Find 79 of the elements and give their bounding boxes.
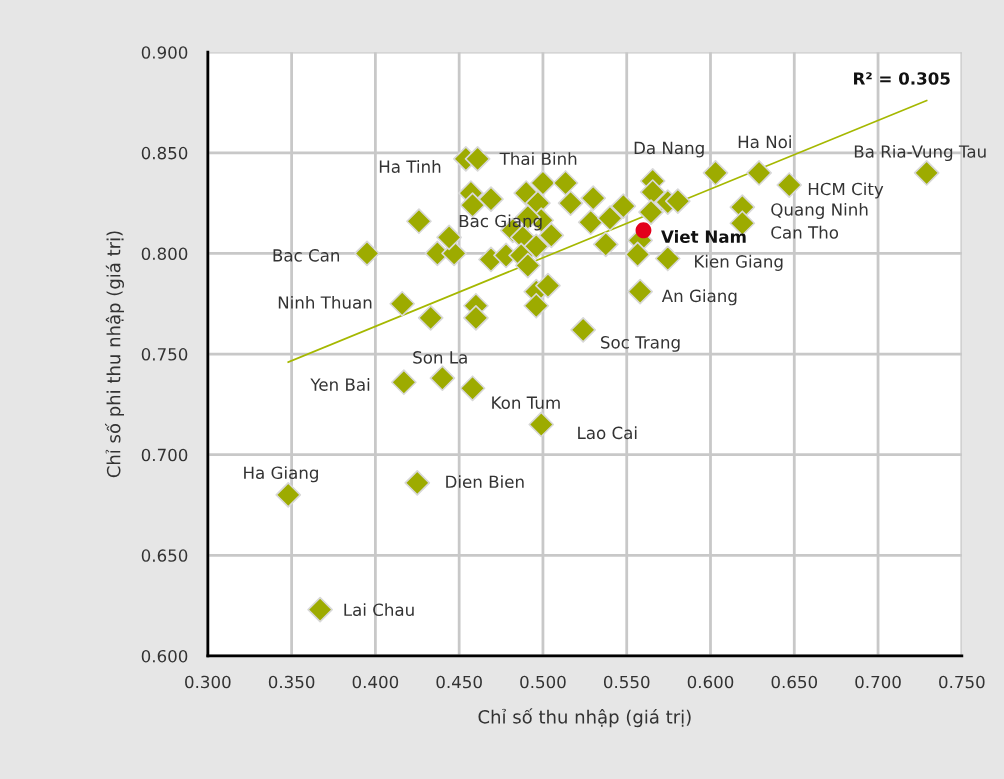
x-tick-label: 0.400: [352, 675, 399, 689]
annotation: Da Nang: [634, 141, 704, 158]
point: [530, 170, 556, 196]
y-tick-label: 0.600: [141, 649, 188, 663]
annotation: Bac Can: [273, 249, 340, 262]
annotation: Ninh Thuan: [278, 295, 372, 309]
x-axis-title: Chỉ số thu nhập (giá trị): [478, 708, 691, 728]
point: [577, 209, 604, 236]
x-tick-label: 0.500: [520, 675, 566, 689]
point: [635, 222, 652, 239]
point: [592, 231, 619, 258]
y-tick-label: 0.650: [141, 549, 188, 562]
x-tick-label: 0.750: [939, 675, 985, 689]
point: [429, 365, 456, 392]
y-tick-label: 0.750: [141, 348, 188, 361]
point: [514, 252, 541, 279]
annotation: HCM City: [808, 182, 884, 199]
annotation: Yen Bai: [310, 377, 370, 391]
point: [523, 233, 550, 260]
point: [552, 170, 579, 196]
point: [463, 304, 489, 331]
point: [478, 186, 504, 212]
annotation: Can Tho: [771, 225, 839, 239]
y-axis-title: Chỉ số phi thu nhập (giá trị): [104, 231, 124, 478]
point: [570, 317, 597, 343]
annotation: Ha Tinh: [379, 160, 441, 173]
annotation: Bac Giang: [459, 214, 542, 231]
point: [528, 411, 555, 438]
point: [580, 185, 607, 211]
point: [523, 292, 550, 319]
annotation: Thai Binh: [499, 152, 577, 166]
point: [406, 208, 432, 235]
annotation: Ba Ria-Vung Tau: [854, 144, 986, 162]
annotation: Dien Bien: [446, 475, 524, 489]
annotation: Kon Tum: [492, 396, 560, 409]
annotation: Lao Cai: [578, 426, 637, 440]
x-tick-label: 0.700: [855, 675, 901, 689]
point: [404, 469, 431, 496]
point: [459, 375, 486, 402]
annotation: Son La: [413, 351, 467, 364]
annotation: R² = 0.305: [854, 72, 950, 85]
annotation: Viet Nam: [661, 230, 746, 243]
point: [664, 188, 691, 214]
y-tick-label: 0.850: [141, 146, 188, 160]
point: [627, 278, 653, 305]
x-tick-label: 0.600: [687, 675, 734, 689]
point: [610, 193, 637, 220]
annotation: Quang Ninh: [771, 202, 868, 220]
annotation: Kien Giang: [695, 254, 783, 271]
point: [535, 272, 561, 299]
point: [913, 160, 940, 186]
point: [654, 245, 681, 272]
point: [464, 145, 491, 172]
point: [557, 190, 584, 216]
point: [275, 482, 302, 508]
annotation: Lai Chau: [344, 603, 414, 617]
annotation: An Giang: [661, 289, 737, 306]
y-tick-label: 0.900: [141, 46, 188, 59]
point: [746, 160, 772, 186]
point: [354, 240, 380, 267]
x-tick-label: 0.300: [185, 675, 231, 689]
point: [307, 596, 333, 623]
y-tick-label: 0.700: [141, 448, 188, 462]
annotation: Ha Noi: [738, 135, 791, 149]
point: [638, 199, 664, 226]
x-tick-label: 0.550: [603, 675, 650, 689]
x-tick-label: 0.650: [771, 675, 818, 689]
point: [624, 241, 651, 268]
point: [597, 205, 623, 232]
point: [391, 369, 417, 396]
y-tick-label: 0.800: [141, 247, 188, 260]
point: [776, 172, 803, 198]
annotation: Soc Trang: [601, 336, 680, 352]
point: [389, 290, 416, 317]
point: [417, 304, 444, 331]
point: [702, 160, 729, 186]
x-tick-label: 0.450: [436, 675, 482, 689]
annotation: Ha Giang: [244, 466, 318, 483]
x-tick-label: 0.350: [268, 675, 315, 689]
